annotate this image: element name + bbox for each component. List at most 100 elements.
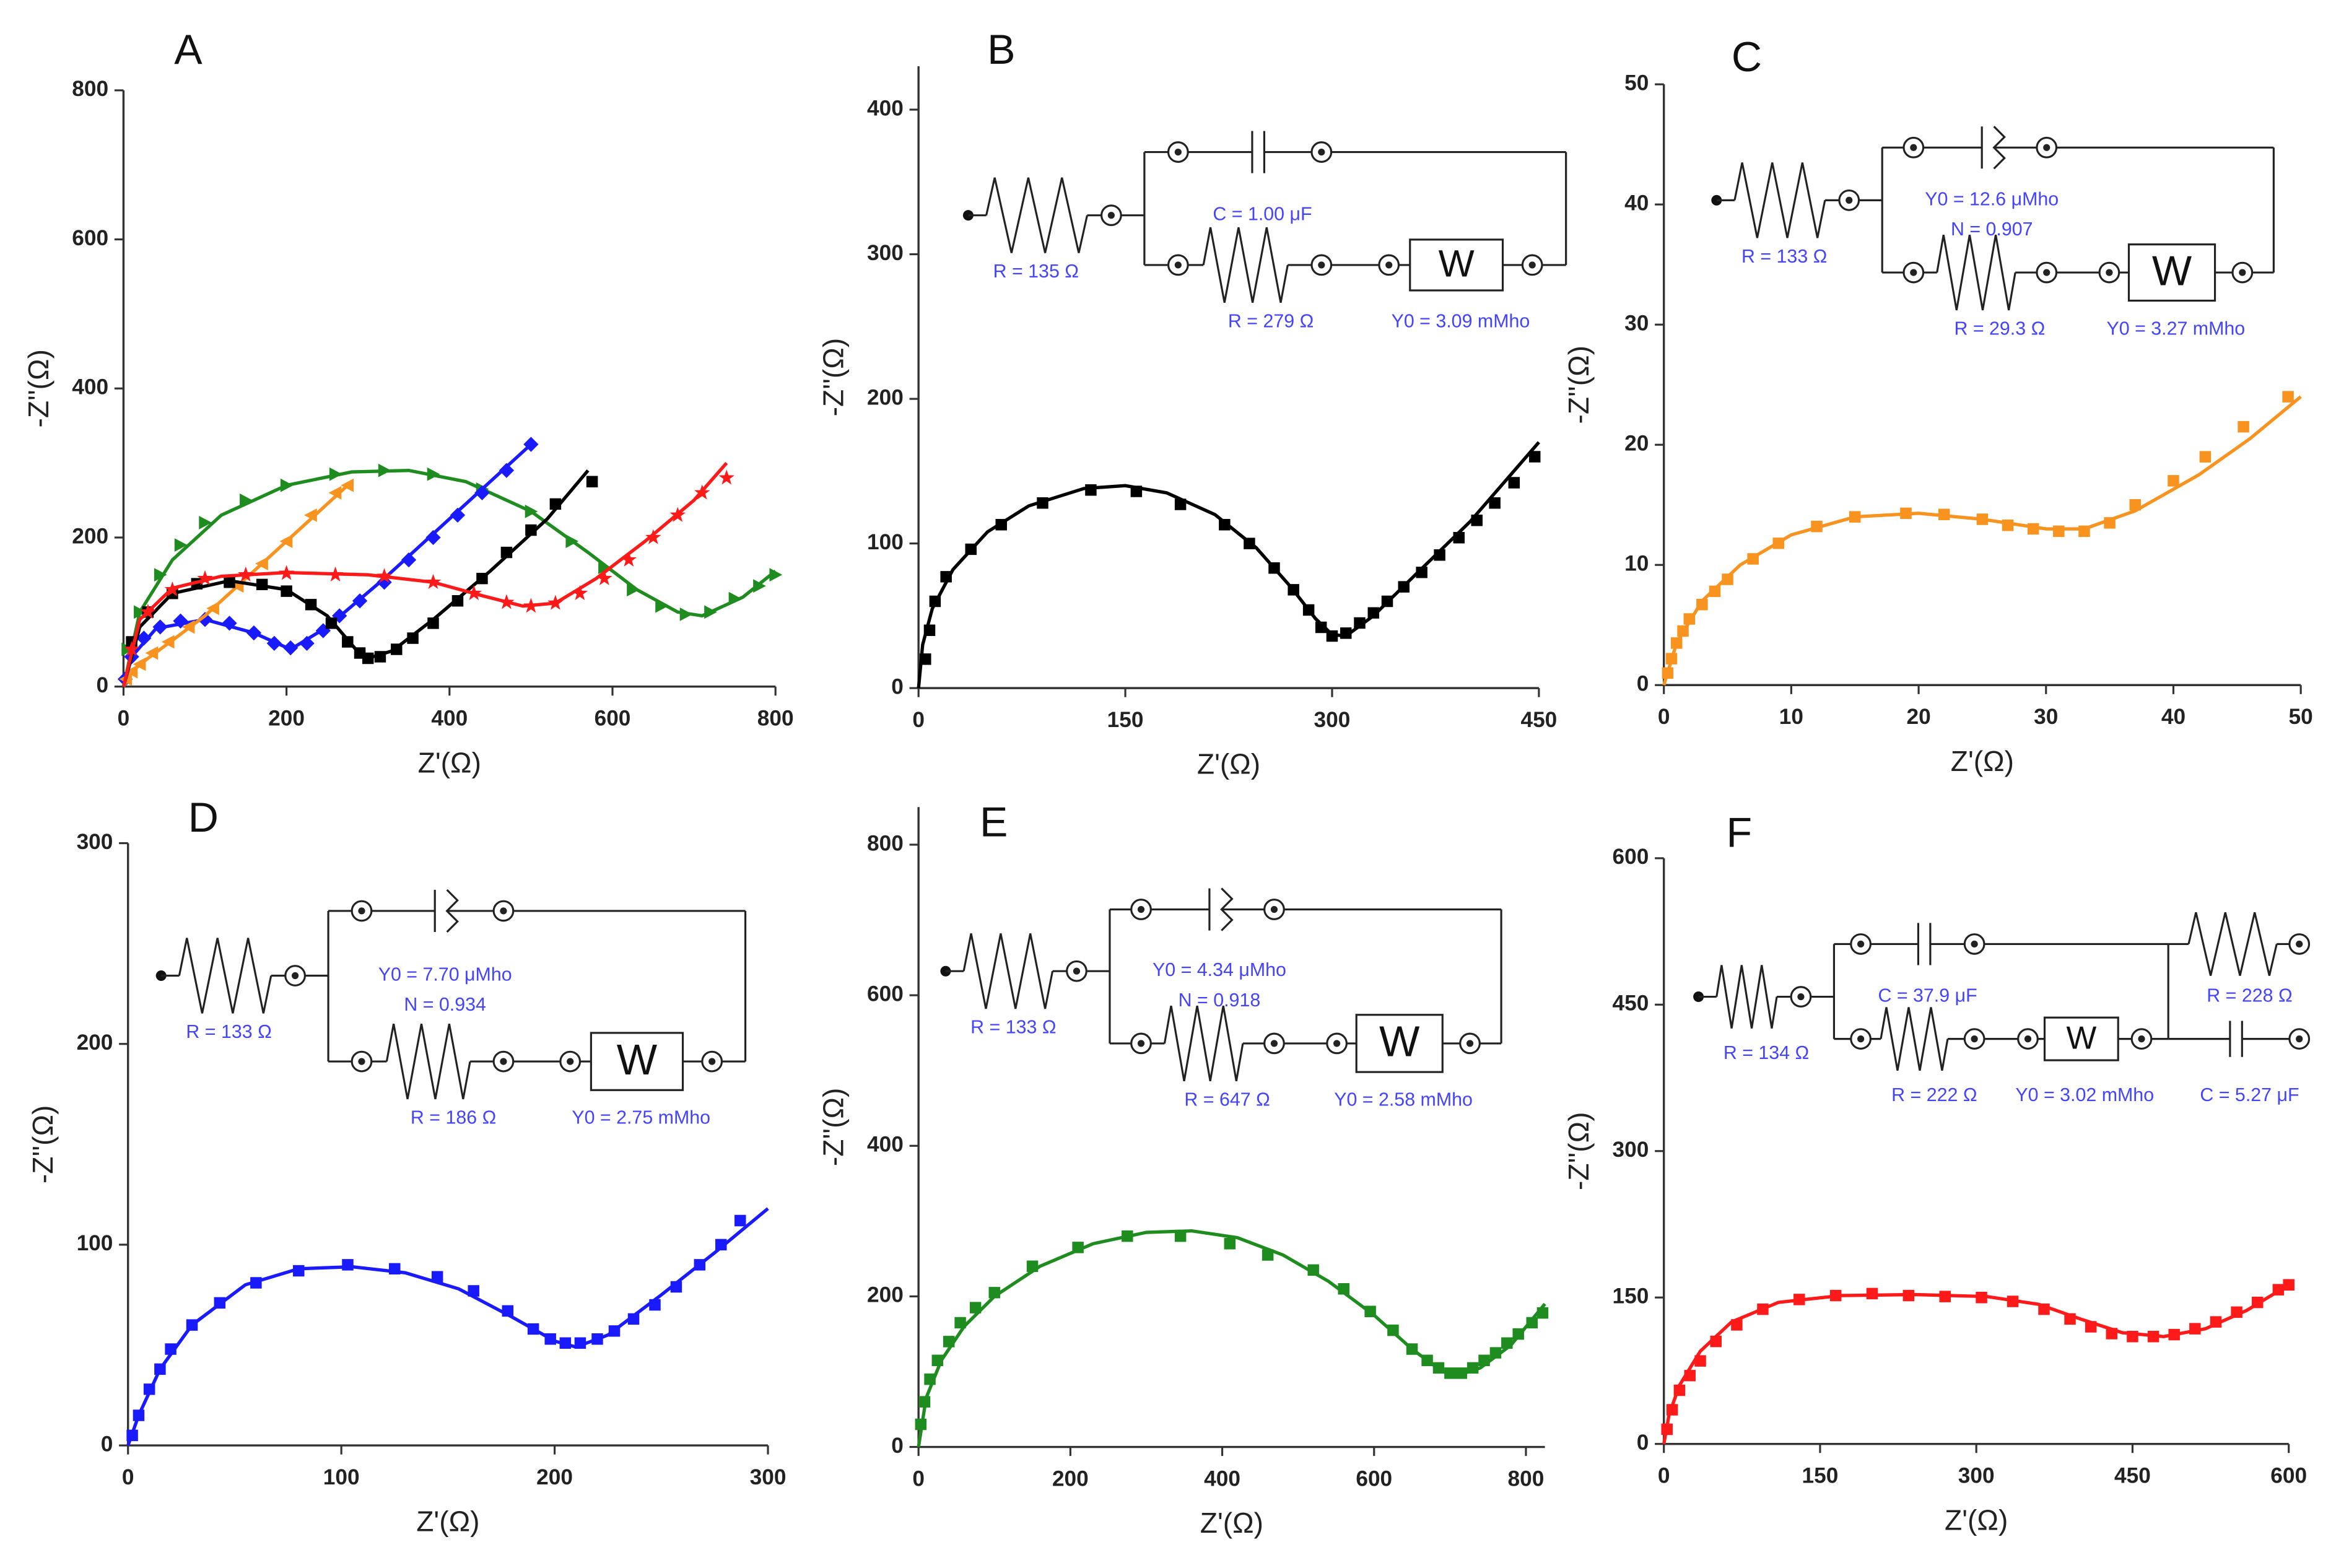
marker bbox=[2282, 391, 2294, 403]
x-tick-label: 0 bbox=[122, 1465, 134, 1489]
marker bbox=[2252, 1296, 2264, 1309]
marker bbox=[943, 1336, 955, 1348]
marker bbox=[1268, 562, 1280, 574]
x-tick-label: 0 bbox=[1658, 1463, 1670, 1487]
x-tick-label: 400 bbox=[1204, 1466, 1240, 1491]
marker bbox=[931, 1354, 944, 1366]
marker bbox=[547, 595, 564, 610]
node-dot bbox=[1857, 940, 1865, 948]
x-tick-label: 450 bbox=[1520, 708, 1557, 732]
marker bbox=[1661, 1423, 1673, 1435]
marker bbox=[378, 463, 391, 477]
node-dot bbox=[358, 907, 365, 915]
y-axis-label: -Z''(Ω) bbox=[22, 349, 54, 428]
circuit-label: R = 133 Ω bbox=[1741, 246, 1827, 267]
x-tick-label: 0 bbox=[1658, 705, 1670, 729]
marker bbox=[341, 478, 354, 492]
marker bbox=[1072, 1242, 1084, 1253]
circuit-label: Y0 = 4.34 μMho bbox=[1153, 959, 1286, 980]
node-dot bbox=[1528, 261, 1536, 269]
circuit-label: R = 222 Ω bbox=[1891, 1084, 1977, 1105]
marker bbox=[451, 595, 464, 607]
x-axis-label: Z'(Ω) bbox=[416, 1505, 479, 1538]
marker bbox=[450, 507, 466, 523]
x-tick-label: 40 bbox=[2161, 705, 2186, 729]
marker bbox=[1340, 627, 1352, 639]
marker bbox=[165, 1343, 177, 1355]
marker bbox=[2085, 1321, 2097, 1333]
marker bbox=[1262, 1249, 1274, 1261]
marker bbox=[152, 619, 168, 635]
node-dot bbox=[500, 1058, 507, 1065]
node-dot bbox=[1137, 905, 1145, 913]
wire-gap bbox=[435, 908, 447, 914]
y-tick-label: 30 bbox=[1624, 311, 1649, 336]
marker bbox=[1902, 1289, 1915, 1302]
y-tick-label: 200 bbox=[72, 524, 108, 548]
marker bbox=[199, 515, 212, 529]
marker bbox=[1731, 1319, 1743, 1331]
x-tick-label: 200 bbox=[1052, 1466, 1089, 1491]
fit-line bbox=[121, 461, 728, 687]
y-tick-label: 450 bbox=[1613, 991, 1649, 1016]
marker bbox=[1793, 1294, 1805, 1305]
marker bbox=[401, 552, 417, 568]
x-tick-label: 150 bbox=[1107, 708, 1144, 732]
y-axis-label: -Z''(Ω) bbox=[27, 1105, 59, 1184]
marker bbox=[1224, 1238, 1236, 1250]
y-tick-label: 50 bbox=[1624, 71, 1649, 95]
x-tick-label: 200 bbox=[536, 1465, 573, 1489]
resistor bbox=[962, 933, 1054, 1009]
marker bbox=[525, 524, 537, 536]
marker bbox=[502, 1305, 514, 1317]
x-tick-label: 600 bbox=[595, 706, 631, 730]
marker bbox=[145, 646, 159, 660]
terminal bbox=[155, 970, 167, 982]
marker bbox=[1421, 1354, 1433, 1366]
marker bbox=[391, 643, 403, 655]
resistor bbox=[1163, 1005, 1244, 1081]
marker bbox=[342, 1259, 354, 1271]
marker bbox=[2078, 525, 2090, 538]
marker bbox=[1683, 613, 1696, 625]
wire-gap bbox=[1252, 149, 1265, 155]
marker bbox=[427, 617, 439, 629]
marker bbox=[2053, 525, 2065, 538]
resistor bbox=[178, 938, 272, 1014]
panel-label: E bbox=[980, 798, 1008, 845]
warburg-label: W bbox=[1439, 243, 1475, 285]
marker bbox=[649, 1299, 661, 1311]
marker bbox=[126, 1429, 138, 1442]
marker bbox=[1219, 519, 1231, 531]
circuit-label: Y0 = 7.70 μMho bbox=[378, 964, 512, 985]
marker bbox=[161, 635, 175, 649]
marker bbox=[591, 1333, 603, 1345]
marker bbox=[352, 593, 368, 609]
marker bbox=[1677, 625, 1689, 637]
marker bbox=[718, 469, 734, 485]
circuit-label: N = 0.918 bbox=[1179, 990, 1261, 1011]
circuit-label: Y0 = 12.6 μMho bbox=[1925, 188, 2059, 209]
marker bbox=[1694, 1355, 1706, 1367]
resistor bbox=[1202, 227, 1289, 303]
marker bbox=[929, 595, 941, 608]
node-dot bbox=[1318, 148, 1325, 156]
marker bbox=[559, 1337, 572, 1349]
circuit-label: R = 134 Ω bbox=[1724, 1042, 1809, 1063]
y-axis-label: -Z''(Ω) bbox=[1562, 346, 1595, 424]
marker bbox=[376, 568, 393, 583]
marker bbox=[549, 498, 562, 510]
circuit-label: R = 228 Ω bbox=[2207, 985, 2292, 1006]
marker bbox=[143, 1383, 155, 1395]
node-dot bbox=[1910, 144, 1917, 151]
node-dot bbox=[2043, 144, 2050, 151]
panel-label: A bbox=[174, 26, 203, 73]
wire-gap bbox=[1918, 941, 1930, 947]
node-dot bbox=[1385, 261, 1393, 269]
marker bbox=[279, 534, 293, 548]
circuit-label: Y0 = 2.75 mMho bbox=[572, 1107, 710, 1128]
marker bbox=[1307, 1264, 1319, 1276]
y-tick-label: 800 bbox=[867, 831, 904, 855]
marker bbox=[769, 568, 783, 582]
marker bbox=[283, 640, 299, 656]
